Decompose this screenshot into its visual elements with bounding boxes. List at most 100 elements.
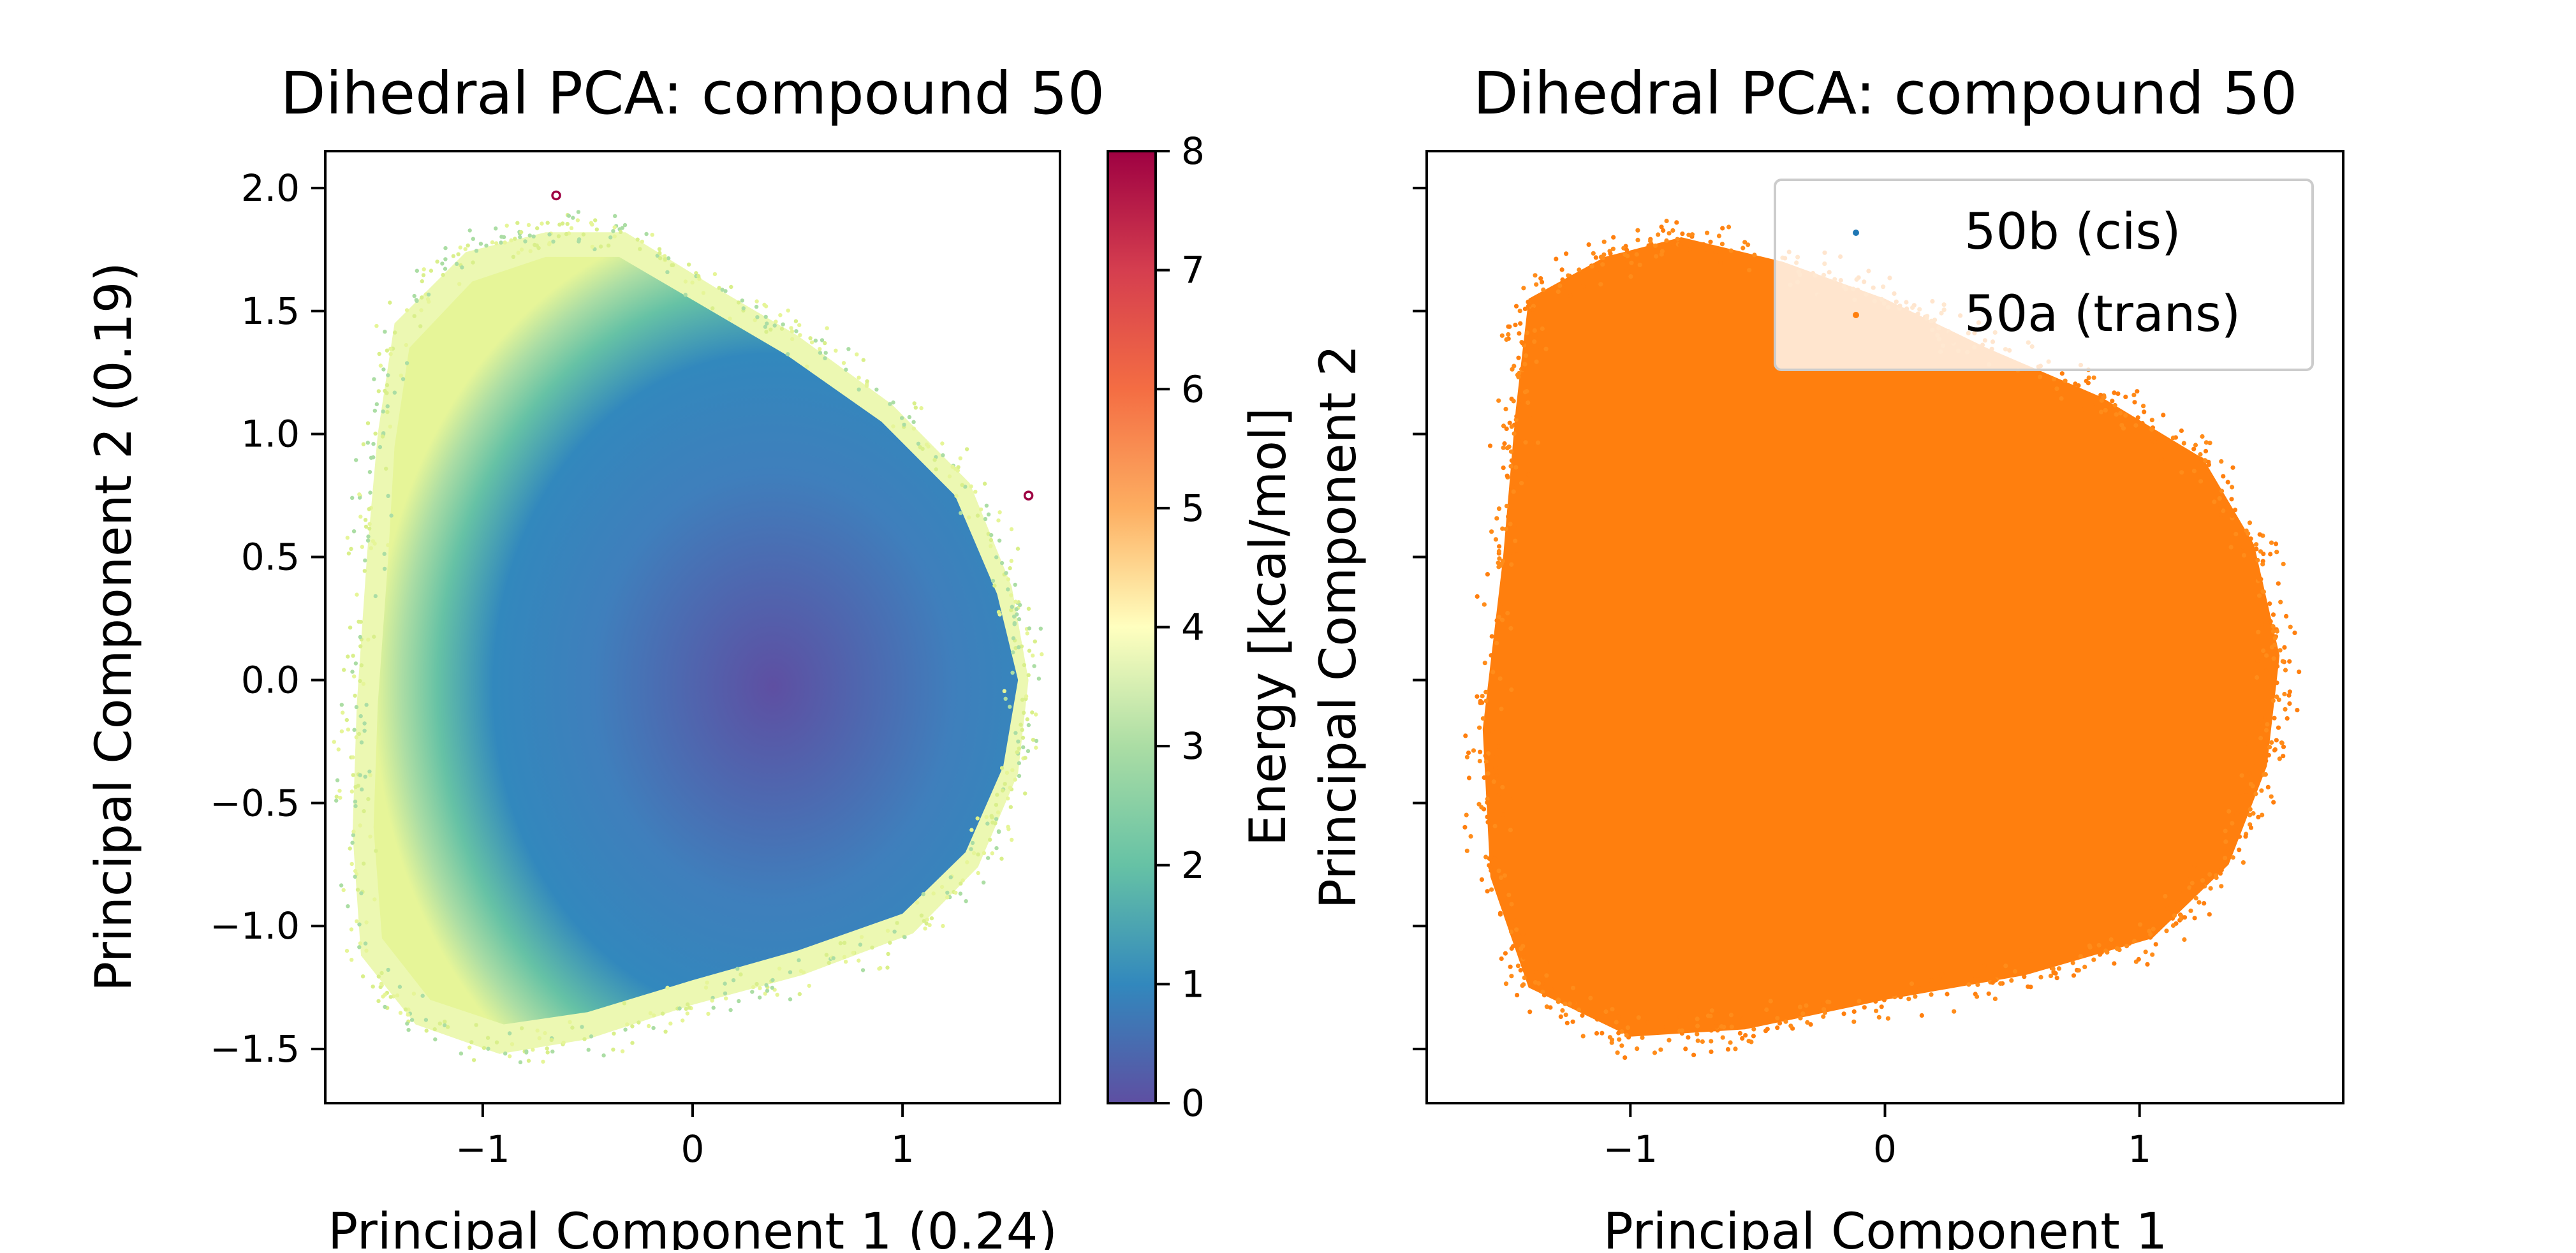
left-x-ticks: −1 0 1 [455, 1103, 915, 1171]
speckle-dot [383, 330, 387, 334]
speckle-dot [606, 243, 611, 248]
speckle-dot [1975, 994, 1980, 999]
speckle-dot [1624, 1032, 1629, 1038]
speckle-dot [2190, 881, 2195, 886]
speckle-dot [1874, 1008, 1879, 1013]
speckle-dot [1822, 1010, 1828, 1015]
speckle-dot [992, 583, 997, 588]
speckle-dot [945, 890, 950, 895]
speckle-dot [1548, 1005, 1553, 1010]
speckle-dot [1664, 238, 1669, 243]
speckle-dot [1616, 1030, 1621, 1036]
speckle-dot [443, 1020, 447, 1024]
speckle-dot [996, 610, 1001, 614]
speckle-dot [2230, 465, 2235, 470]
speckle-dot [953, 890, 958, 895]
speckle-dot [1496, 564, 1501, 569]
speckle-dot [703, 985, 709, 990]
speckle-dot [1487, 443, 1493, 448]
speckle-dot [388, 352, 393, 356]
speckle-dot [2188, 908, 2193, 913]
speckle-dot [336, 747, 341, 752]
left-y-tick-label-7: 2.0 [241, 166, 300, 210]
speckle-dot [2109, 937, 2114, 942]
speckle-dot [1034, 738, 1039, 744]
speckle-dot [1487, 863, 1492, 868]
speckle-dot [406, 1013, 410, 1017]
speckle-dot [1010, 605, 1015, 609]
speckle-dot [351, 833, 356, 837]
speckle-dot [1519, 439, 1524, 444]
speckle-dot [808, 336, 813, 341]
speckle-dot [2206, 462, 2211, 467]
speckle-dot [377, 351, 381, 356]
speckle-dot [1527, 416, 1533, 421]
speckle-dot [378, 985, 383, 990]
speckle-dot [427, 300, 431, 304]
speckle-dot [527, 233, 532, 238]
speckle-dot [564, 231, 569, 237]
speckle-dot [723, 981, 727, 986]
speckle-dot [365, 538, 371, 543]
speckle-dot [1038, 626, 1043, 631]
speckle-dot [764, 330, 769, 334]
speckle-dot [925, 918, 929, 922]
speckle-dot [2281, 561, 2286, 567]
speckle-dot [2187, 885, 2192, 890]
speckle-dot [2260, 812, 2265, 817]
speckle-dot [1611, 235, 1616, 240]
speckle-dot [337, 788, 342, 793]
speckle-dot [770, 985, 775, 990]
speckle-dot [354, 735, 358, 740]
speckle-dot [1827, 999, 1832, 1005]
speckle-dot [432, 1027, 437, 1032]
energy-cloud-speckles [332, 210, 1044, 1065]
speckle-dot [2223, 828, 2228, 833]
speckle-dot [1728, 1013, 1733, 1018]
speckle-dot [357, 495, 362, 500]
speckle-dot [1972, 976, 1978, 981]
speckle-dot [459, 1051, 464, 1056]
speckle-dot [1624, 247, 1630, 253]
speckle-dot [754, 299, 759, 304]
speckle-dot [1640, 1035, 1645, 1040]
speckle-dot [518, 1060, 523, 1065]
speckle-dot [1885, 1016, 1890, 1021]
speckle-dot [2292, 630, 2297, 636]
speckle-dot [969, 828, 974, 832]
speckle-dot [788, 970, 793, 974]
speckle-dot [1496, 615, 1501, 620]
speckle-dot [1476, 802, 1482, 807]
speckle-dot [412, 293, 416, 298]
speckle-dot [2278, 599, 2283, 605]
speckle-dot [1713, 1020, 1718, 1025]
speckle-dot [1768, 999, 1773, 1004]
speckle-dot [2093, 400, 2098, 406]
speckle-dot [354, 458, 358, 462]
speckle-dot [1687, 247, 1693, 253]
speckle-dot [964, 899, 968, 904]
speckle-dot [388, 995, 393, 999]
speckle-dot [701, 291, 706, 295]
speckle-dot [1009, 559, 1014, 563]
speckle-dot [1709, 1028, 1714, 1033]
speckle-dot [754, 981, 759, 986]
speckle-dot [1492, 856, 1498, 861]
speckle-dot [1966, 982, 1971, 987]
speckle-dot [622, 223, 628, 228]
speckle-dot [728, 1008, 733, 1013]
speckle-dot [1600, 1014, 1605, 1019]
speckle-dot [1462, 824, 1468, 830]
speckle-dot [411, 992, 416, 996]
speckle-dot [1747, 268, 1752, 273]
speckle-dot [1497, 544, 1502, 549]
speckle-dot [865, 379, 869, 384]
speckle-dot [2255, 658, 2260, 663]
speckle-dot [576, 210, 581, 214]
speckle-dot [504, 223, 509, 228]
speckle-dot [351, 654, 355, 658]
speckle-dot [687, 1006, 691, 1010]
speckle-dot [841, 361, 846, 365]
speckle-dot [1588, 1007, 1593, 1012]
speckle-dot [754, 304, 759, 309]
